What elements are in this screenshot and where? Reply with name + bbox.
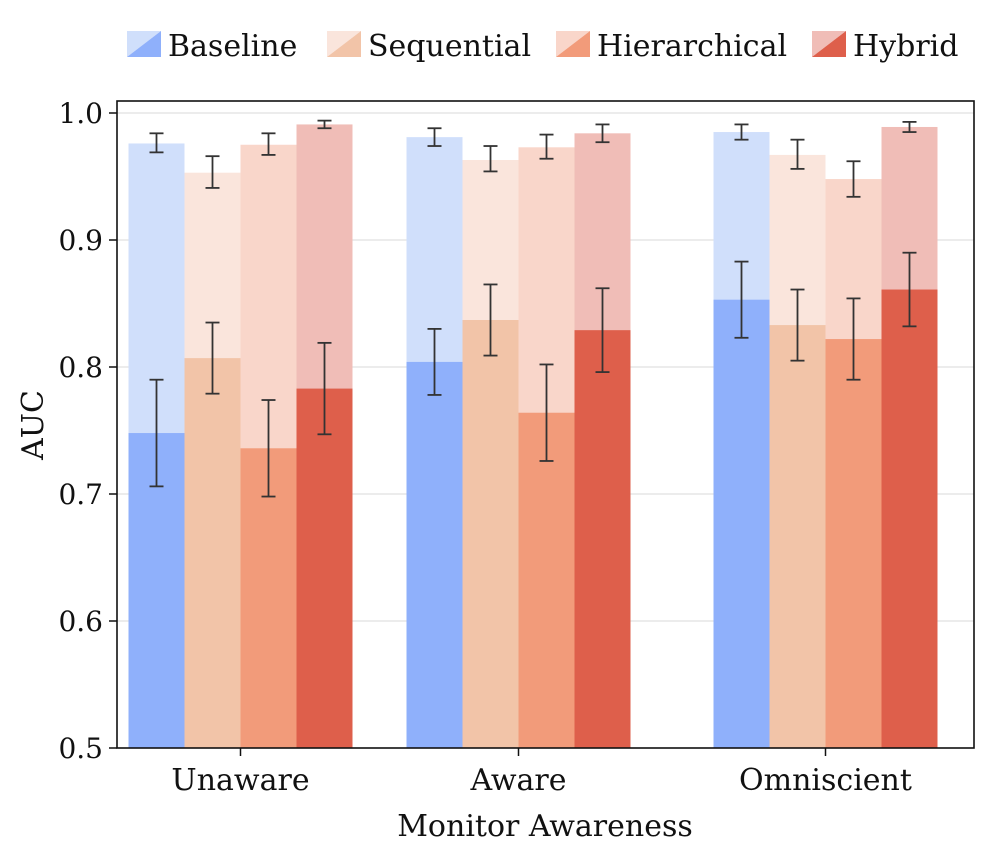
legend-item-hierarchical: Hierarchical [556,29,787,64]
errorbar-sequential-omniscient-high [790,138,805,170]
legend-label: Sequential [368,29,531,64]
y-tick-label: 1.0 [58,97,103,130]
y-tick-label: 0.7 [58,478,103,511]
y-tick-label: 0.5 [58,732,103,765]
legend-swatch-dark [812,31,846,57]
errorbar-sequential-aware-low [483,283,498,357]
legend-item-hybrid: Hybrid [812,29,958,64]
errorbar-hybrid-aware-low [595,287,610,373]
bar-hierarchical-aware-low [518,412,575,748]
x-axis-label: Monitor Awareness [397,809,693,844]
legend-item-sequential: Sequential [327,29,531,64]
errorbar-hierarchical-omniscient-high [846,160,861,198]
plot-frame [116,100,975,749]
bar-hierarchical-unaware-low [240,448,297,748]
bar-hybrid-omniscient-low [881,289,938,748]
bar-hierarchical-omniscient-low [825,339,882,748]
errorbar-baseline-unaware-high [149,132,164,154]
legend: Baseline Sequential Hierarchical Hybrid [127,29,958,64]
x-tick-label-aware: Aware [470,763,567,798]
bar-hybrid-unaware-low [296,388,353,748]
legend-label: Hierarchical [597,29,787,64]
x-tick-label-omniscient: Omniscient [739,763,912,798]
errorbar-hierarchical-unaware-high [261,132,276,156]
x-axis: Unaware Aware Omniscient [171,748,912,798]
legend-swatch-dark [327,31,361,57]
errorbar-hierarchical-aware-low [539,363,554,462]
error-bars [149,119,917,498]
legend-swatch-dark [127,31,161,57]
legend-label: Baseline [168,29,297,64]
y-tick-label: 0.9 [58,224,103,257]
bar-hybrid-aware-low [574,330,631,748]
errorbar-hybrid-omniscient-high [902,120,917,133]
errorbar-hierarchical-omniscient-low [846,297,861,381]
errorbar-sequential-omniscient-low [790,288,805,362]
errorbar-sequential-unaware-low [205,321,220,395]
y-tick-label: 0.6 [58,605,103,638]
legend-label: Hybrid [853,29,958,64]
errorbar-baseline-aware-low [427,327,442,396]
errorbar-baseline-unaware-low [149,378,164,488]
bar-sequential-omniscient-low [769,325,826,748]
bars [128,124,938,749]
y-tick-label: 0.8 [58,351,103,384]
legend-item-baseline: Baseline [127,29,297,64]
y-axis-label: AUC [16,390,51,461]
errorbar-hybrid-unaware-high [317,119,332,130]
errorbar-hierarchical-unaware-low [261,399,276,498]
bar-sequential-aware-low [462,320,519,748]
errorbar-sequential-aware-high [483,145,498,173]
errorbar-sequential-unaware-high [205,155,220,189]
errorbar-hybrid-omniscient-low [902,251,917,328]
bar-baseline-aware-low [406,361,463,748]
bar-sequential-unaware-low [184,358,241,748]
y-axis: 0.5 0.6 0.7 0.8 0.9 1.0 [58,97,117,765]
errorbar-baseline-omniscient-low [734,260,749,339]
bar-baseline-omniscient-low [713,299,770,748]
errorbar-baseline-aware-high [427,127,442,147]
errorbar-baseline-omniscient-high [734,123,749,141]
errorbar-hybrid-aware-high [595,123,610,144]
x-tick-label-unaware: Unaware [171,763,309,798]
legend-swatch-dark [556,31,590,57]
errorbar-hierarchical-aware-high [539,133,554,160]
errorbar-hybrid-unaware-low [317,341,332,436]
